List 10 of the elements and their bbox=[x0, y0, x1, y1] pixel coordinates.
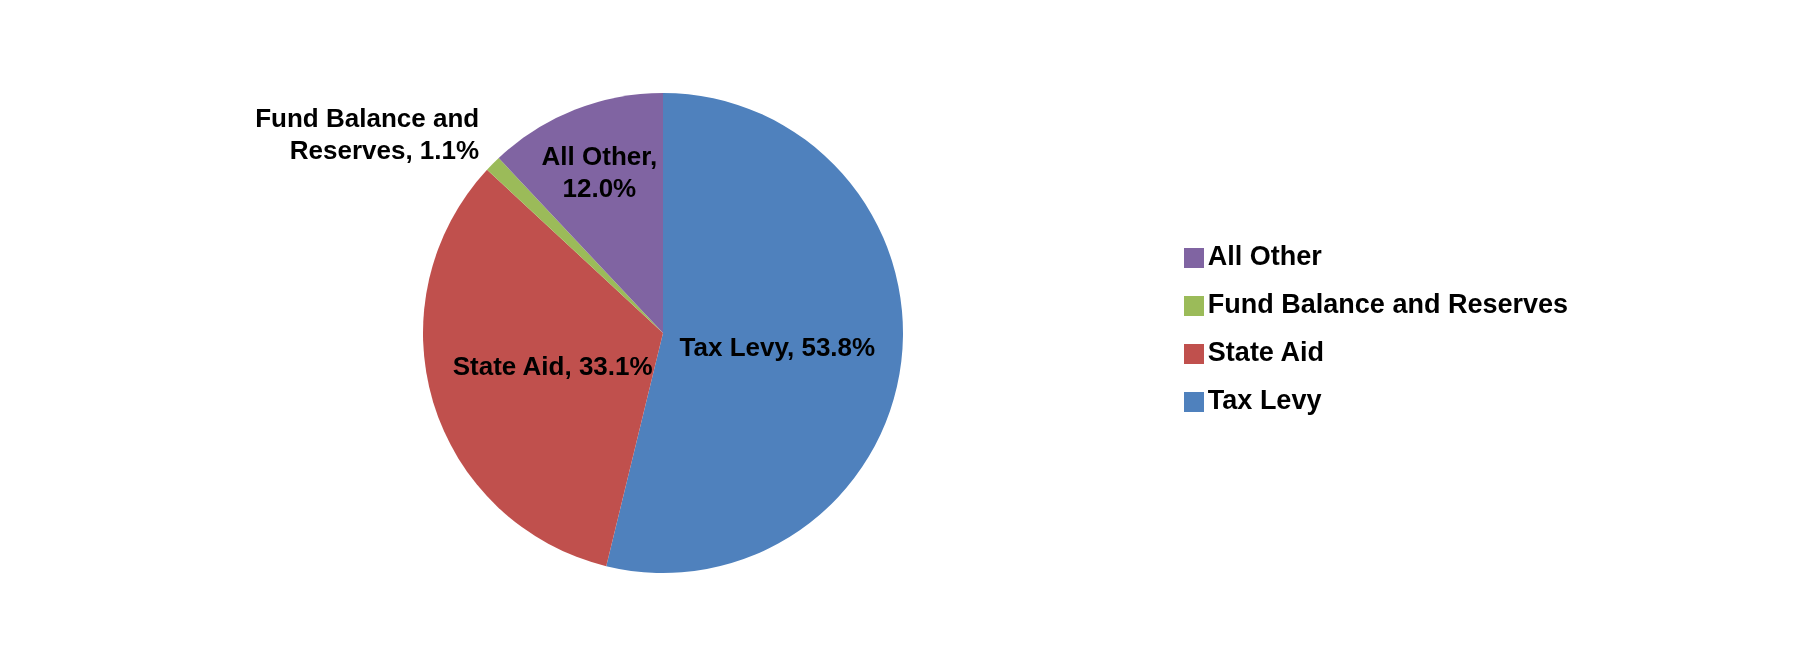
data-label: All Other, 12.0% bbox=[541, 141, 658, 204]
data-label: State Aid, 33.1% bbox=[452, 351, 653, 382]
legend-label: All Other bbox=[1207, 241, 1322, 271]
pie-slice bbox=[423, 169, 663, 567]
pie-slice bbox=[498, 93, 663, 333]
data-label: Fund Balance and Reserves, 1.1% bbox=[255, 103, 480, 166]
data-label: Tax Levy, 53.8% bbox=[679, 331, 876, 362]
legend-label: Fund Balance and Reserves bbox=[1207, 289, 1568, 319]
legend-label: State Aid bbox=[1207, 337, 1324, 367]
legend-label: Tax Levy bbox=[1207, 385, 1322, 415]
